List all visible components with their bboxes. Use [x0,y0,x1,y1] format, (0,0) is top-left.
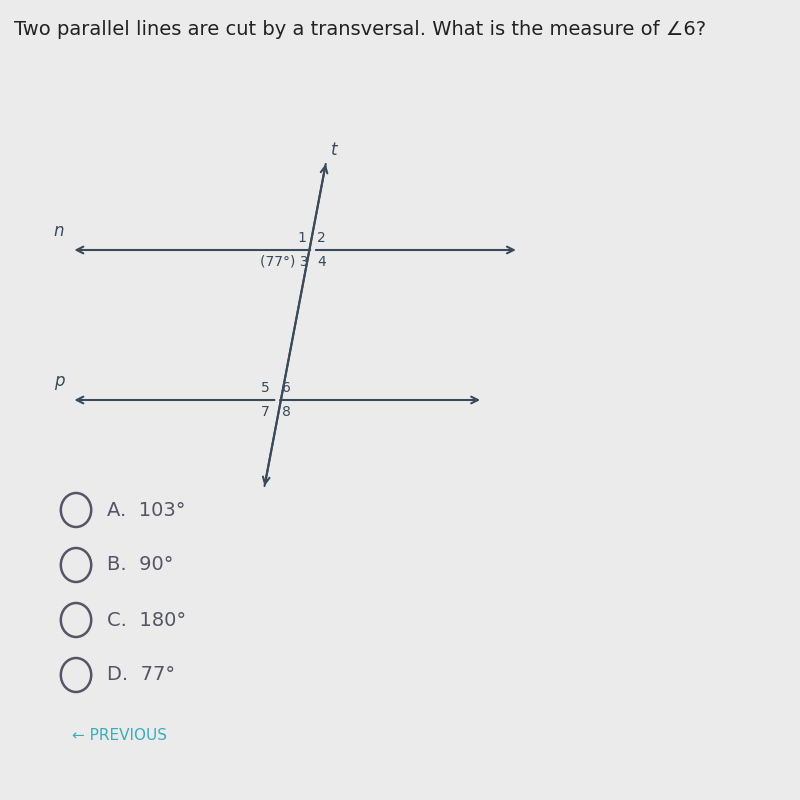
Text: A.  103°: A. 103° [107,501,186,519]
Text: (77°) 3: (77°) 3 [260,254,309,269]
Text: 2: 2 [318,231,326,245]
Text: 1: 1 [297,231,306,245]
Text: 5: 5 [262,381,270,395]
Text: Two parallel lines are cut by a transversal. What is the measure of ∠6?: Two parallel lines are cut by a transver… [14,20,706,39]
Text: 6: 6 [282,381,290,395]
Text: p: p [54,372,64,390]
Text: n: n [54,222,64,240]
Text: ← PREVIOUS: ← PREVIOUS [71,727,166,742]
Text: t: t [330,142,338,159]
Text: D.  77°: D. 77° [107,666,175,685]
Text: 4: 4 [318,254,326,269]
Text: 7: 7 [262,405,270,419]
Text: C.  180°: C. 180° [107,610,186,630]
Text: B.  90°: B. 90° [107,555,174,574]
Text: 8: 8 [282,405,290,419]
